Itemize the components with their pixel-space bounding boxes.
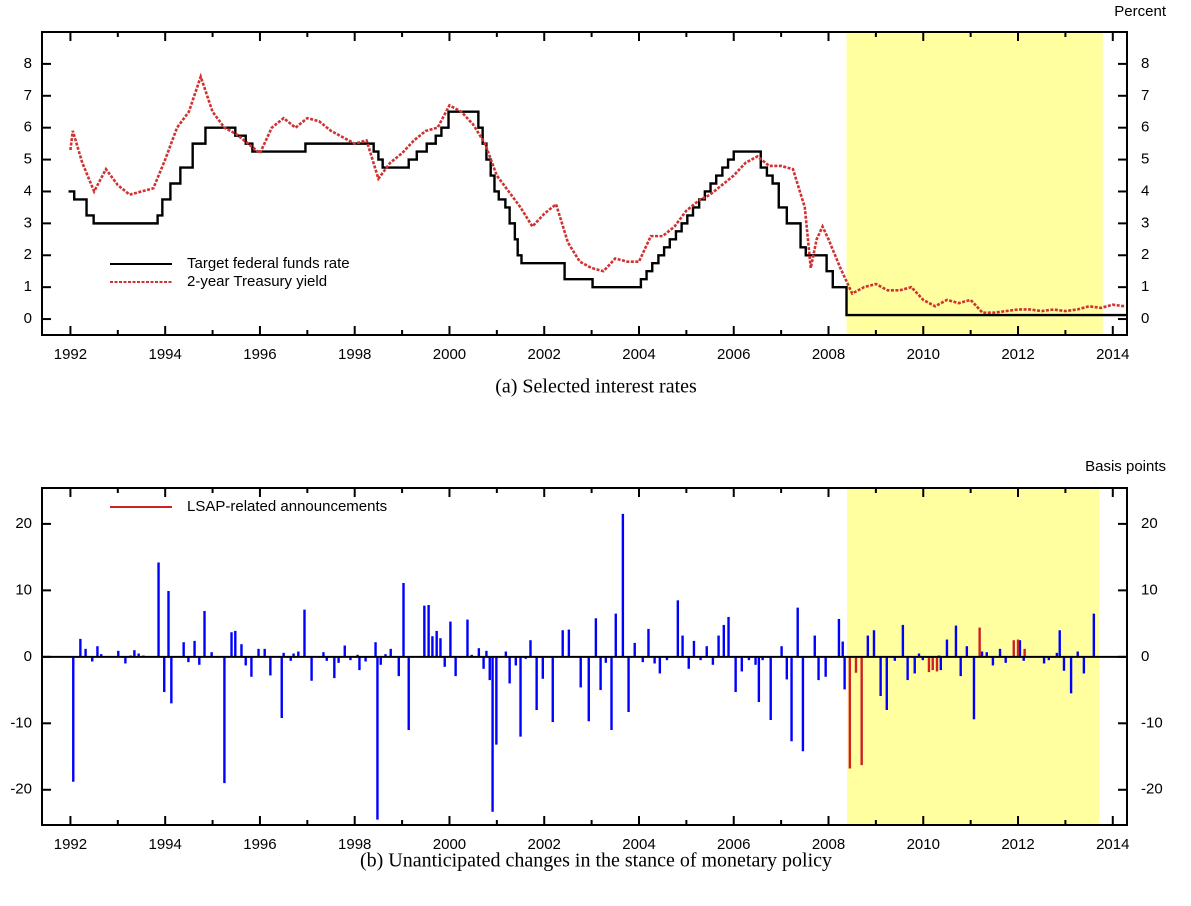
x-tick-label: 2014 xyxy=(1096,346,1129,363)
x-tick-label: 2008 xyxy=(812,836,845,853)
x-tick-label: 2002 xyxy=(528,346,561,363)
y-tick-label: -10 xyxy=(10,714,32,731)
y-tick-label: 2 xyxy=(24,246,32,263)
y-tick-label: 5 xyxy=(24,151,32,168)
y-tick-label: 3 xyxy=(24,214,32,231)
legend-label: LSAP-related announcements xyxy=(187,498,387,515)
plot-frame xyxy=(41,31,1128,336)
x-tick-label: 2000 xyxy=(433,836,466,853)
y-tick-label: 0 xyxy=(1141,648,1149,665)
y-tick-label: 3 xyxy=(1141,214,1149,231)
y-tick-label: -20 xyxy=(10,781,32,798)
y-tick-label: 7 xyxy=(24,87,32,104)
x-tick-label: 2006 xyxy=(717,836,750,853)
x-tick-label: 1994 xyxy=(149,346,182,363)
x-tick-label: 1992 xyxy=(54,836,87,853)
y-tick-label: 20 xyxy=(1141,515,1158,532)
x-tick-label: 2002 xyxy=(528,836,561,853)
x-tick-label: 1996 xyxy=(243,836,276,853)
y-tick-label: -10 xyxy=(1141,714,1163,731)
y-tick-label: 20 xyxy=(15,515,32,532)
panel-caption: (a) Selected interest rates xyxy=(495,376,697,398)
y-tick-label: 6 xyxy=(1141,119,1149,136)
series-line xyxy=(68,110,1127,317)
y-tick-label: 1 xyxy=(1141,278,1149,295)
y-tick-label: 4 xyxy=(24,182,32,199)
y-tick-label: 8 xyxy=(1141,55,1149,72)
y-tick-label: 7 xyxy=(1141,87,1149,104)
series-line xyxy=(69,72,1125,314)
y-tick-label: 10 xyxy=(15,581,32,598)
x-tick-label: 2014 xyxy=(1096,836,1129,853)
x-tick-label: 2010 xyxy=(907,836,940,853)
y-tick-label: 6 xyxy=(24,119,32,136)
y-tick-label: 0 xyxy=(24,310,32,327)
y-tick-label: 4 xyxy=(1141,182,1149,199)
x-tick-label: 2008 xyxy=(812,346,845,363)
y-tick-label: 10 xyxy=(1141,581,1158,598)
y-tick-label: 0 xyxy=(24,648,32,665)
legend-label: 2-year Treasury yield xyxy=(187,273,327,290)
panel-caption: (b) Unanticipated changes in the stance … xyxy=(360,850,832,872)
x-tick-label: 2010 xyxy=(907,346,940,363)
legend-label: Target federal funds rate xyxy=(187,255,350,272)
x-tick-label: 1992 xyxy=(54,346,87,363)
plot-area xyxy=(68,32,1127,335)
x-tick-label: 1994 xyxy=(149,836,182,853)
x-tick-label: 1996 xyxy=(243,346,276,363)
y-tick-label: 0 xyxy=(1141,310,1149,327)
x-tick-label: 2006 xyxy=(717,346,750,363)
x-tick-label: 2012 xyxy=(1001,836,1034,853)
shaded-region xyxy=(846,32,1103,335)
y-axis-unit: Basis points xyxy=(1085,458,1166,475)
x-tick-label: 1998 xyxy=(338,346,371,363)
x-tick-label: 2004 xyxy=(622,836,655,853)
x-tick-label: 2012 xyxy=(1001,346,1034,363)
x-tick-label: 2004 xyxy=(622,346,655,363)
y-tick-label: -20 xyxy=(1141,781,1163,798)
y-axis-unit: Percent xyxy=(1114,3,1167,20)
y-tick-label: 8 xyxy=(24,55,32,72)
y-tick-label: 2 xyxy=(1141,246,1149,263)
x-tick-label: 1998 xyxy=(338,836,371,853)
y-tick-label: 1 xyxy=(24,278,32,295)
y-tick-label: 5 xyxy=(1141,151,1149,168)
x-tick-label: 2000 xyxy=(433,346,466,363)
